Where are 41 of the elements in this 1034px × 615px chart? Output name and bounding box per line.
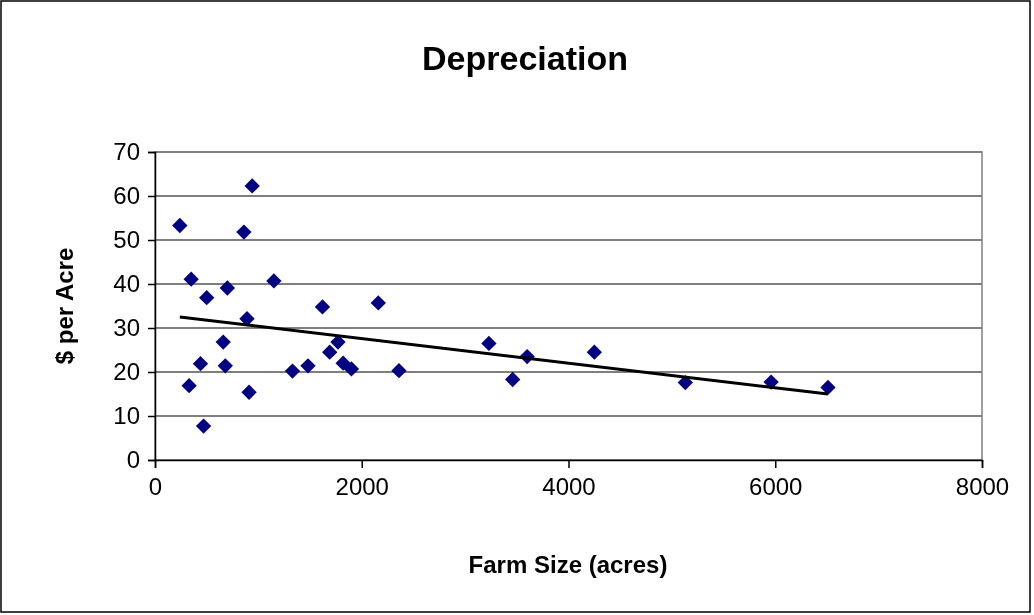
point (199, 289, 215, 306)
y-tick-label: 20 (113, 358, 140, 386)
x-tick-label: 8000 (955, 473, 1010, 501)
point (300, 358, 316, 374)
point (172, 217, 188, 234)
point (266, 273, 282, 289)
point (241, 384, 257, 400)
x-tick-label: 6000 (749, 473, 803, 501)
x-tick-label: 2000 (335, 473, 389, 501)
point (391, 363, 407, 379)
point (217, 358, 233, 374)
y-tick-label: 30 (113, 314, 140, 342)
y-tick-label: 40 (113, 270, 140, 298)
point (244, 178, 260, 194)
point (343, 361, 360, 377)
x-tick-label: 4000 (542, 473, 596, 501)
point (820, 379, 836, 396)
point (195, 418, 212, 434)
point (284, 363, 301, 379)
y-tick-label: 10 (113, 402, 140, 430)
x-tick-label: 0 (148, 473, 163, 501)
y-axis-title: $ per Acre (51, 247, 78, 365)
point (192, 355, 209, 372)
y-tick-label: 0 (126, 446, 140, 474)
chart-title: Depreciation (422, 39, 628, 77)
y-tick-label: 50 (113, 226, 140, 254)
point (481, 335, 497, 352)
x-axis-title: Farm Size (acres) (468, 551, 668, 578)
point (236, 224, 252, 240)
point (586, 344, 603, 360)
point (322, 344, 338, 360)
point (335, 355, 351, 371)
point (219, 280, 236, 296)
point (314, 299, 331, 315)
point (505, 371, 521, 388)
y-tick-label: 70 (113, 138, 140, 166)
point (181, 377, 197, 394)
point (215, 334, 231, 350)
point (183, 271, 199, 287)
point (370, 295, 386, 311)
y-tick-label: 60 (113, 182, 140, 210)
